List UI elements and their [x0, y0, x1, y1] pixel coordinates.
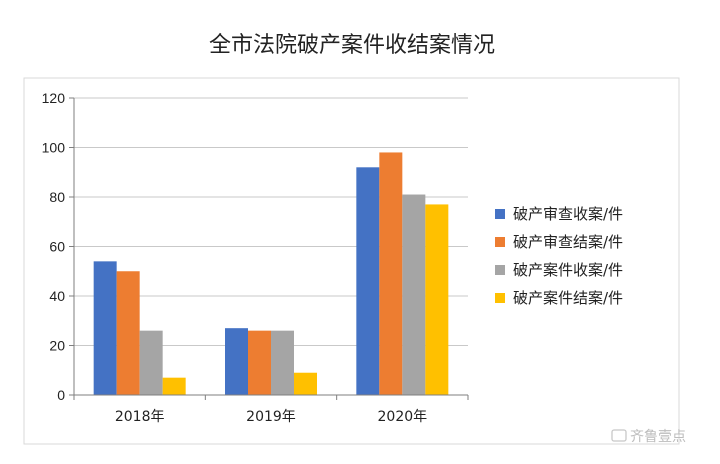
chart-title: 全市法院破产案件收结案情况: [209, 33, 495, 58]
bar-2-3: [425, 204, 449, 395]
y-tick-label-3: 60: [49, 239, 65, 255]
legend-swatch-0: [495, 209, 505, 219]
bar-0-0: [93, 261, 117, 395]
axes: [69, 97, 469, 400]
y-tick-label-6: 120: [42, 90, 66, 106]
bar-2-2: [402, 194, 426, 395]
bar-1-0: [225, 328, 248, 395]
legend-label-2: 破产案件收案/件: [513, 261, 623, 279]
bar-0-1: [116, 271, 140, 395]
bar-1-3: [294, 372, 317, 395]
x-tick-label-0: 2018年: [115, 409, 165, 425]
bar-2-1: [379, 152, 403, 395]
y-tick-label-1: 20: [49, 338, 65, 354]
bar-2-0: [356, 167, 380, 395]
bar-1-1: [248, 330, 271, 395]
x-tick-labels: 2018年 2019年 2020年: [115, 409, 427, 425]
legend-label-0: 破产审查收案/件: [513, 205, 623, 223]
bars: [93, 152, 449, 395]
y-tick-label-0: 0: [57, 387, 65, 403]
watermark: 齐鲁壹点: [611, 429, 686, 445]
legend-swatch-3: [495, 293, 505, 303]
legend-label-3: 破产案件结案/件: [513, 289, 623, 307]
y-tick-label-4: 80: [49, 189, 65, 205]
x-tick-label-2: 2020年: [378, 409, 428, 425]
bar-1-2: [271, 330, 294, 395]
camera-icon: [611, 429, 627, 442]
legend-label-1: 破产审查结案/件: [513, 233, 623, 251]
y-tick-label-2: 40: [49, 288, 65, 304]
x-tick-label-1: 2019年: [246, 409, 296, 425]
legend-swatch-2: [495, 265, 505, 275]
y-tick-labels: 0 20 40 60 80 100 120: [42, 90, 66, 403]
bar-0-3: [162, 377, 186, 395]
chart-frame: [23, 77, 680, 445]
legend-swatch-1: [495, 237, 505, 247]
y-tick-label-5: 100: [42, 140, 66, 156]
bar-0-2: [139, 330, 163, 395]
watermark-text: 齐鲁壹点: [630, 429, 686, 445]
